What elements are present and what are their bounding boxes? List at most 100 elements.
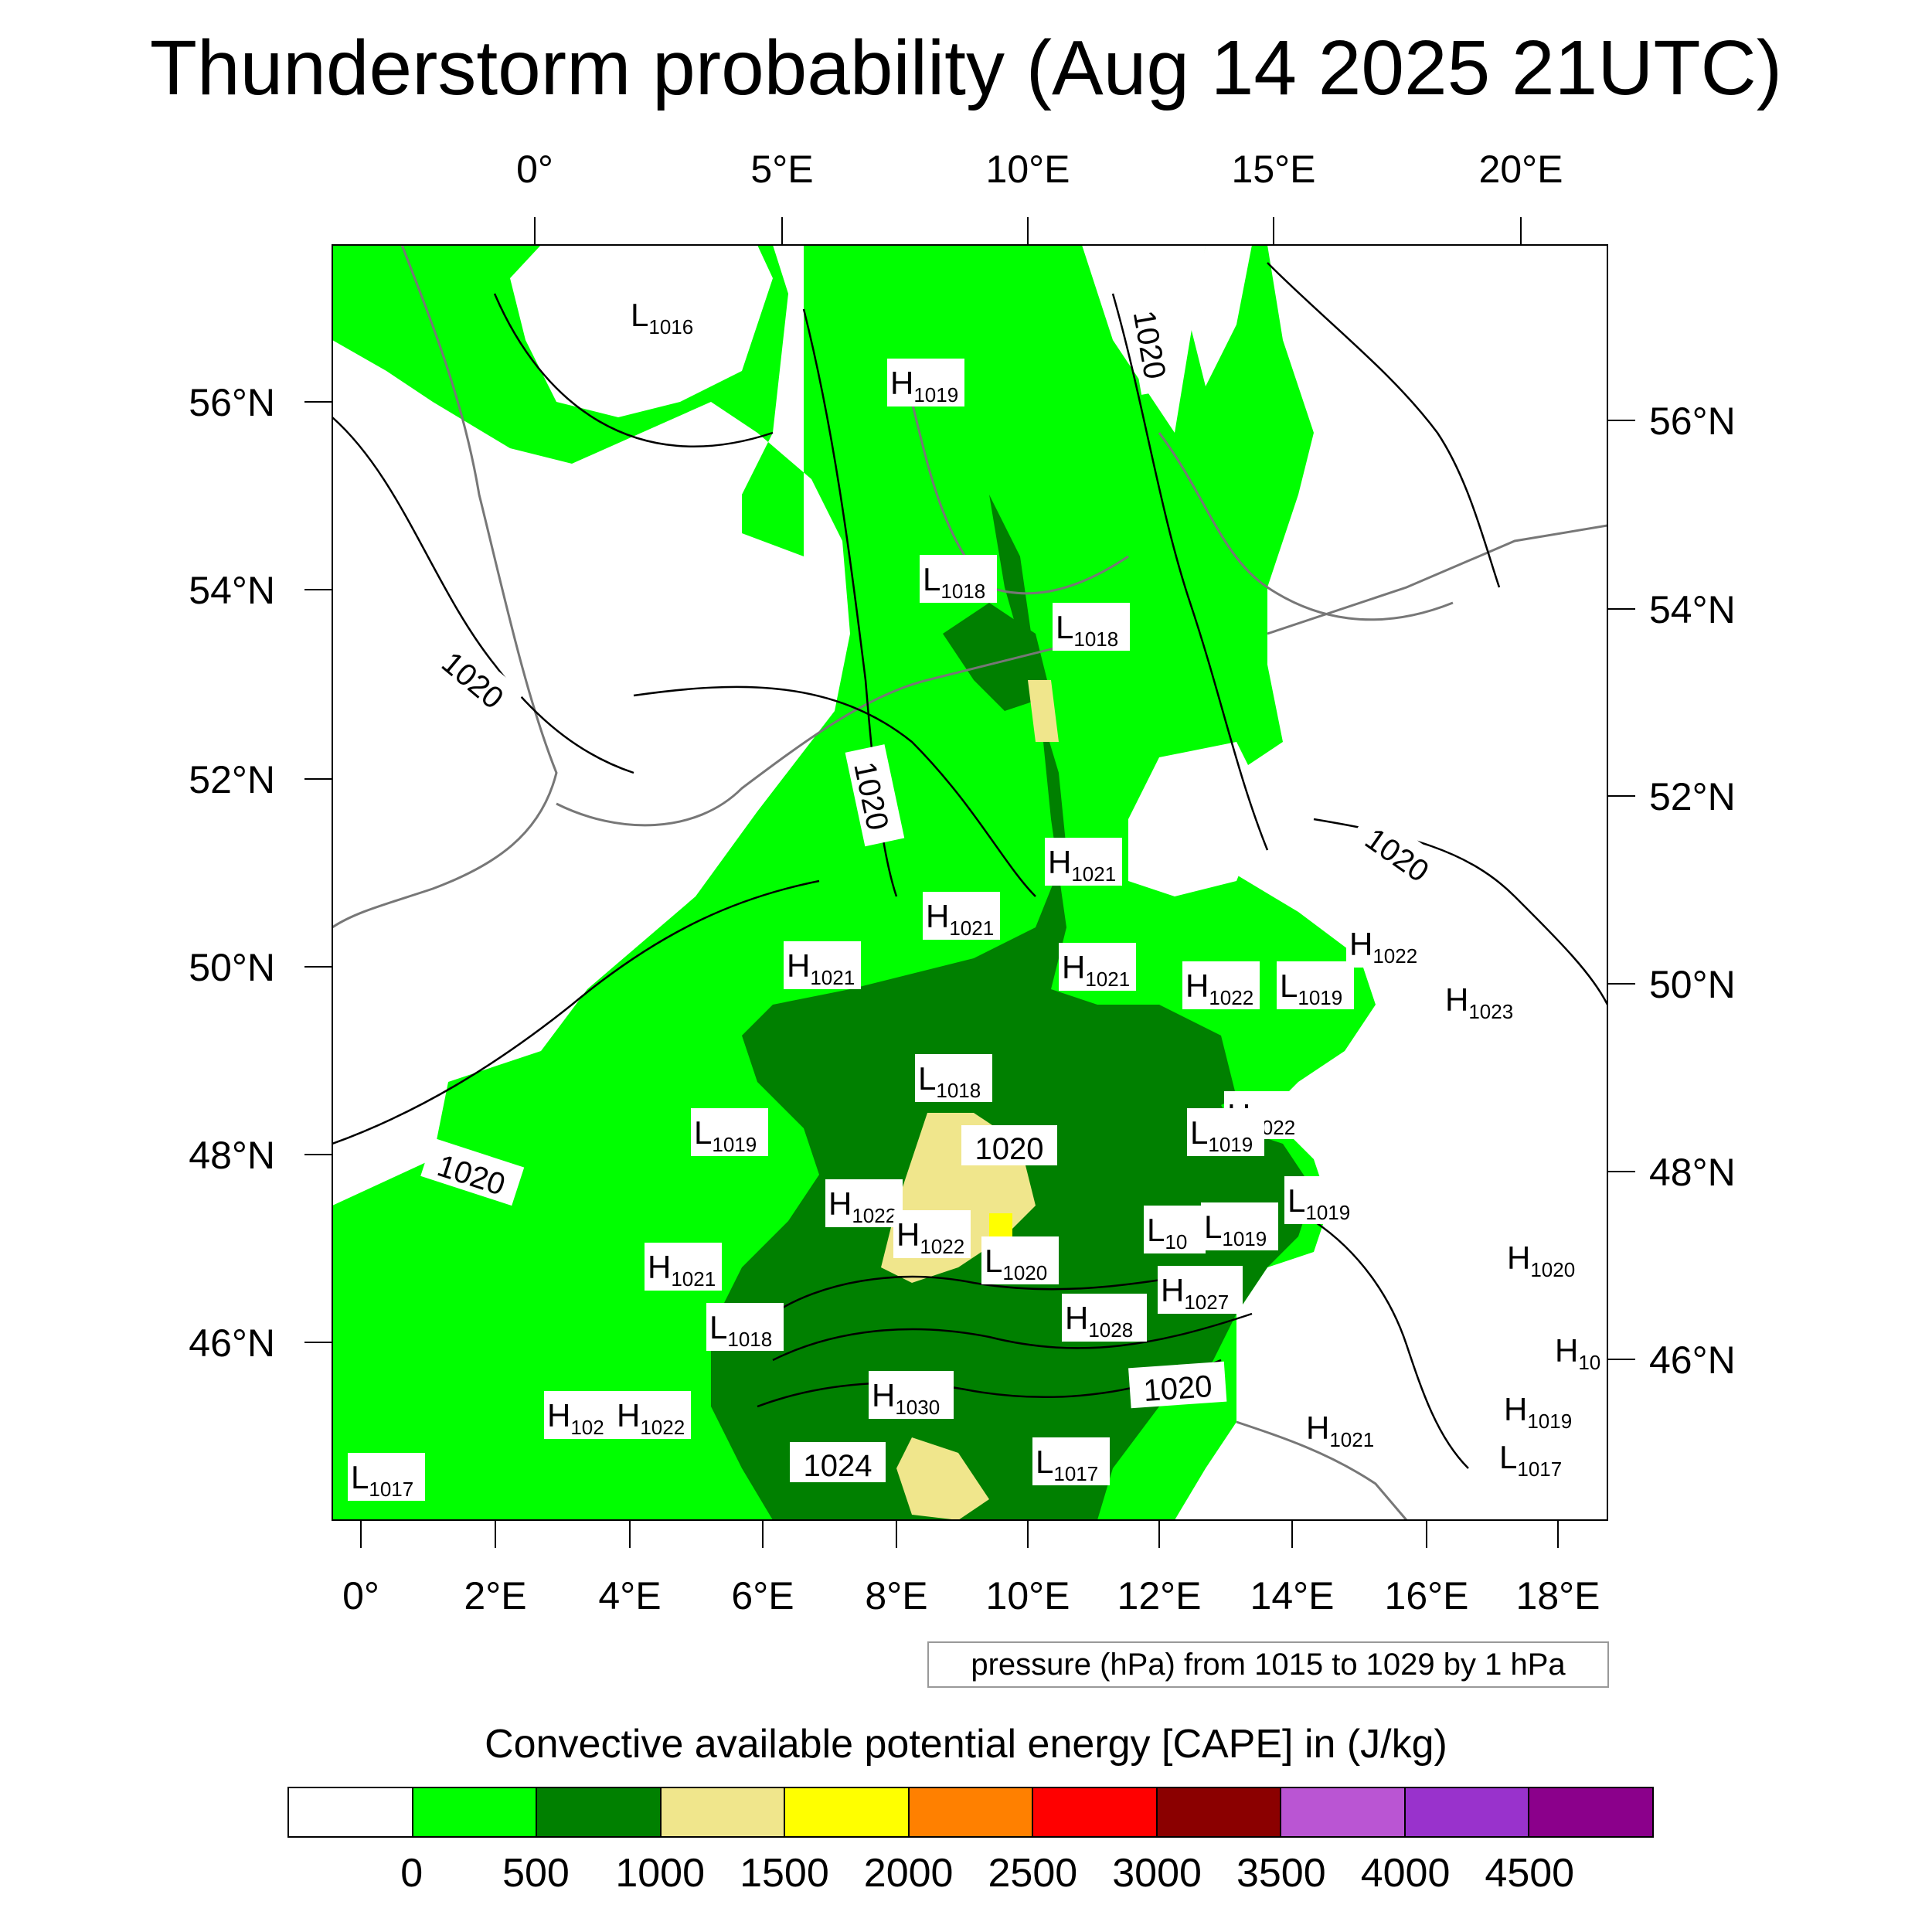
coastline-britain (332, 245, 558, 929)
left-lat-label: 46°N (189, 1321, 275, 1365)
right-lat-label: 52°N (1649, 775, 1736, 818)
svg-text:H10: H10 (1555, 1332, 1600, 1374)
bottom-lon-label: 8°E (865, 1574, 927, 1617)
isobar (1267, 262, 1501, 588)
colorbar-title: Convective available potential energy [C… (485, 1722, 1447, 1767)
left-lat-label: 48°N (189, 1134, 275, 1177)
colorbar-swatch (1405, 1788, 1530, 1836)
isobar (332, 417, 634, 774)
svg-text:L1018: L1018 (923, 561, 985, 603)
colorbar-label: 2500 (988, 1851, 1078, 1896)
left-lat-labels: 56°N 54°N 52°N 50°N 48°N 46°N (189, 381, 275, 1365)
colorbar-swatch (289, 1788, 413, 1836)
right-lat-label: 46°N (1649, 1338, 1736, 1382)
svg-text:L1019: L1019 (1280, 968, 1342, 1009)
svg-text:L1017: L1017 (1036, 1444, 1098, 1485)
svg-text:H1028: H1028 (1065, 1300, 1133, 1342)
isobar (772, 1312, 1253, 1362)
left-lat-label: 54°N (189, 569, 275, 612)
svg-text:L1020: L1020 (985, 1243, 1047, 1284)
cape-1000-1500-patch-north (1028, 680, 1059, 742)
bottom-lon-label: 0° (342, 1574, 379, 1617)
cape-white-baltic (1190, 245, 1252, 386)
svg-text:H1023: H1023 (1445, 981, 1513, 1023)
left-lat-label: 56°N (189, 381, 275, 424)
svg-text:H1021: H1021 (648, 1249, 716, 1291)
isobar-value-labels: 1020 1020 1020 1020 1020 1020 1020 1024 (420, 293, 1450, 1483)
bottom-lon-labels: 0° 2°E 4°E 6°E 8°E 10°E 12°E 14°E 16°E 1… (342, 1574, 1600, 1617)
colorbar-swatch (785, 1788, 910, 1836)
border-east (1267, 524, 1607, 635)
coastline-baltic (1158, 432, 1454, 621)
colorbar-label: 4000 (1360, 1851, 1451, 1896)
top-lon-label: 15°E (1232, 148, 1316, 191)
bottom-lon-label: 10°E (986, 1574, 1070, 1617)
svg-text:L1019: L1019 (694, 1114, 757, 1156)
svg-text:H1021: H1021 (1048, 844, 1116, 886)
svg-text:L1016: L1016 (631, 297, 693, 338)
isobar (772, 1266, 1237, 1315)
colorbar-swatch (661, 1788, 786, 1836)
map-frame (332, 244, 1608, 1521)
map-title: Thunderstorm probability (Aug 14 2025 21… (149, 25, 1783, 111)
svg-text:L1017: L1017 (351, 1459, 413, 1501)
svg-text:H1019: H1019 (1504, 1391, 1572, 1433)
colorbar-swatch (537, 1788, 662, 1836)
cape-500-1000-patch-east (1082, 1005, 1236, 1128)
isobar (1111, 293, 1269, 851)
isobars (332, 262, 1607, 1469)
colorbar-label: 1000 (615, 1851, 706, 1896)
svg-text:H1030: H1030 (872, 1377, 940, 1419)
colorbar-swatch (1157, 1788, 1282, 1836)
tick-marks (304, 217, 1635, 1548)
right-lat-label: 56°N (1649, 400, 1736, 443)
svg-text:L1017: L1017 (1499, 1439, 1562, 1481)
svg-text:L1018: L1018 (1056, 609, 1118, 651)
svg-text:H1021: H1021 (926, 898, 994, 940)
left-lat-label: 52°N (189, 758, 275, 801)
colorbar-label: 3500 (1236, 1851, 1326, 1896)
bottom-lon-label: 14°E (1250, 1574, 1335, 1617)
svg-text:H1020: H1020 (1507, 1240, 1575, 1281)
right-lat-label: 48°N (1649, 1151, 1736, 1194)
svg-text:H1021: H1021 (1306, 1410, 1374, 1451)
colorbar-label: 500 (502, 1851, 570, 1896)
isobar (1313, 1219, 1469, 1469)
svg-text:H1022: H1022 (1185, 968, 1253, 1009)
colorbar-swatch (413, 1788, 538, 1836)
svg-text:H1021: H1021 (1062, 949, 1130, 991)
right-lat-label: 50°N (1649, 963, 1736, 1006)
top-lon-label: 5°E (750, 148, 813, 191)
isobar (493, 293, 774, 447)
pressure-contour-note: pressure (hPa) from 1015 to 1029 by 1 hP… (927, 1641, 1609, 1688)
coastline-adriatic (1236, 1420, 1408, 1520)
isobar-label: 1020 (1142, 1369, 1213, 1408)
bottom-lon-label: 18°E (1516, 1574, 1600, 1617)
coastline-continent (556, 632, 1114, 827)
colorbar-label: 3000 (1112, 1851, 1202, 1896)
colorbar-swatch (909, 1788, 1034, 1836)
bottom-lon-label: 16°E (1385, 1574, 1469, 1617)
svg-text:L1018: L1018 (709, 1309, 772, 1351)
colorbar (287, 1787, 1654, 1838)
svg-text:H1022: H1022 (896, 1216, 964, 1258)
bottom-lon-label: 4°E (598, 1574, 661, 1617)
svg-text:L1018: L1018 (918, 1060, 981, 1102)
svg-text:L1019: L1019 (1204, 1209, 1267, 1250)
svg-text:L1019: L1019 (1190, 1114, 1253, 1156)
svg-text:H1027: H1027 (1161, 1272, 1229, 1314)
right-lat-labels: 56°N 54°N 52°N 50°N 48°N 46°N (1649, 400, 1736, 1382)
colorbar-label: 2000 (863, 1851, 954, 1896)
isobar-label: 1020 (975, 1132, 1044, 1166)
cape-500-1000-region (711, 495, 1314, 1520)
svg-text:H1022: H1022 (1349, 926, 1417, 968)
left-lat-label: 50°N (189, 946, 275, 989)
bottom-lon-label: 6°E (731, 1574, 794, 1617)
isobar (633, 685, 1036, 897)
bottom-lon-label: 2°E (464, 1574, 526, 1617)
cape-white-east (1128, 742, 1267, 896)
colorbar-swatch (1281, 1788, 1406, 1836)
colorbar-label: 1500 (740, 1851, 829, 1896)
isobar (332, 879, 820, 1145)
